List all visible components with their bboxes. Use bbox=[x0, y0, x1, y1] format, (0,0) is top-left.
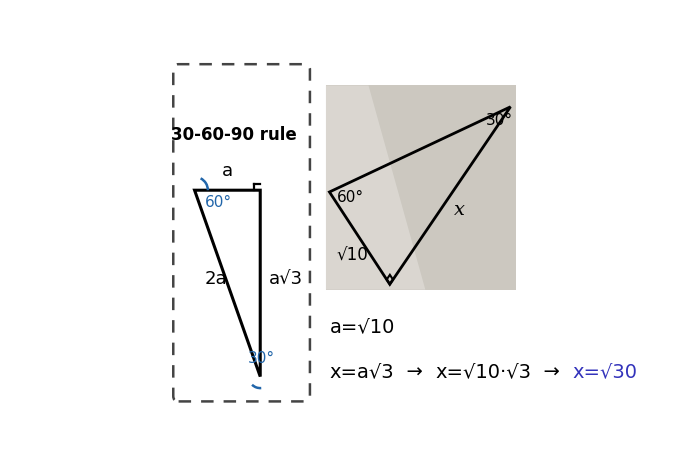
Text: 30-60-90 rule: 30-60-90 rule bbox=[171, 126, 297, 144]
Text: 60°: 60° bbox=[336, 190, 364, 205]
Text: 30°: 30° bbox=[486, 113, 513, 129]
Text: a=√10: a=√10 bbox=[330, 317, 395, 337]
Bar bbox=[326, 85, 516, 290]
Text: √10: √10 bbox=[336, 247, 368, 265]
Text: x=√10·√3: x=√10·√3 bbox=[435, 362, 532, 381]
Text: a√3: a√3 bbox=[268, 270, 303, 288]
Text: 2a: 2a bbox=[204, 270, 227, 288]
Text: 60°: 60° bbox=[205, 195, 233, 210]
Text: →: → bbox=[532, 362, 573, 381]
Text: x: x bbox=[454, 201, 464, 219]
Text: x=√30: x=√30 bbox=[573, 362, 638, 381]
Text: 30°: 30° bbox=[248, 351, 275, 366]
Text: x=a√3: x=a√3 bbox=[330, 362, 394, 381]
Text: →: → bbox=[394, 362, 435, 381]
Text: a: a bbox=[222, 162, 233, 180]
Polygon shape bbox=[326, 85, 425, 290]
FancyBboxPatch shape bbox=[173, 64, 310, 402]
